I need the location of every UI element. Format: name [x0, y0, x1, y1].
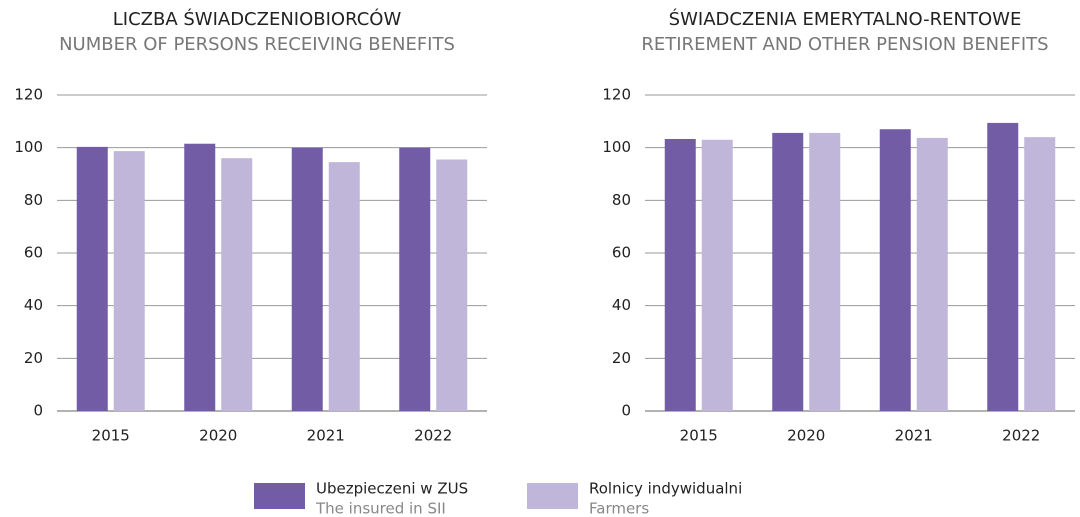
bar — [809, 132, 841, 412]
x-tick-label: 2020 — [199, 427, 237, 445]
y-tick-label: 80 — [612, 191, 631, 209]
x-tick-label: 2015 — [680, 427, 718, 445]
bar — [113, 151, 145, 411]
bar — [328, 162, 360, 411]
x-tick-label: 2022 — [1002, 427, 1040, 445]
y-tick-label: 20 — [612, 349, 631, 367]
y-tick-label: 100 — [602, 138, 631, 156]
bar — [916, 137, 948, 411]
bar — [76, 146, 108, 412]
chart-subtitle: RETIREMENT AND OTHER PENSION BENEFITS — [641, 34, 1048, 55]
y-tick-label: 0 — [33, 402, 43, 420]
x-tick-label: 2021 — [307, 427, 345, 445]
chart-subtitle: NUMBER OF PERSONS RECEIVING BENEFITS — [59, 34, 455, 55]
bar — [987, 122, 1019, 411]
x-tick-label: 2020 — [787, 427, 825, 445]
legend-label-en: The insured in SII — [315, 500, 446, 517]
x-tick-label: 2022 — [414, 427, 452, 445]
bar — [701, 139, 733, 411]
x-tick-label: 2021 — [895, 427, 933, 445]
bar — [436, 159, 468, 411]
y-tick-label: 100 — [14, 138, 43, 156]
y-tick-label: 0 — [621, 402, 631, 420]
legend-swatch — [254, 483, 305, 509]
bar — [664, 138, 696, 411]
bar — [399, 147, 431, 411]
y-tick-label: 120 — [14, 86, 43, 104]
y-tick-label: 40 — [612, 296, 631, 314]
y-tick-label: 60 — [612, 244, 631, 262]
legend-swatch — [527, 483, 578, 509]
y-tick-label: 80 — [24, 191, 43, 209]
chart-title: ŚWIADCZENIA EMERYTALNO-RENTOWE — [669, 8, 1022, 30]
legend-label-en: Farmers — [589, 500, 649, 517]
bar — [184, 143, 216, 411]
bar — [772, 132, 804, 412]
y-tick-label: 120 — [602, 86, 631, 104]
y-tick-label: 40 — [24, 296, 43, 314]
legend-label: Rolnicy indywidualni — [589, 480, 742, 498]
x-tick-label: 2015 — [92, 427, 130, 445]
bar — [879, 129, 911, 411]
legend-label: Ubezpieczeni w ZUS — [316, 480, 468, 498]
bar — [291, 147, 323, 411]
chart-title: LICZBA ŚWIADCZENIOBIORCÓW — [113, 8, 402, 30]
bar — [1024, 137, 1056, 411]
y-tick-label: 60 — [24, 244, 43, 262]
bar — [221, 158, 253, 411]
y-tick-label: 20 — [24, 349, 43, 367]
